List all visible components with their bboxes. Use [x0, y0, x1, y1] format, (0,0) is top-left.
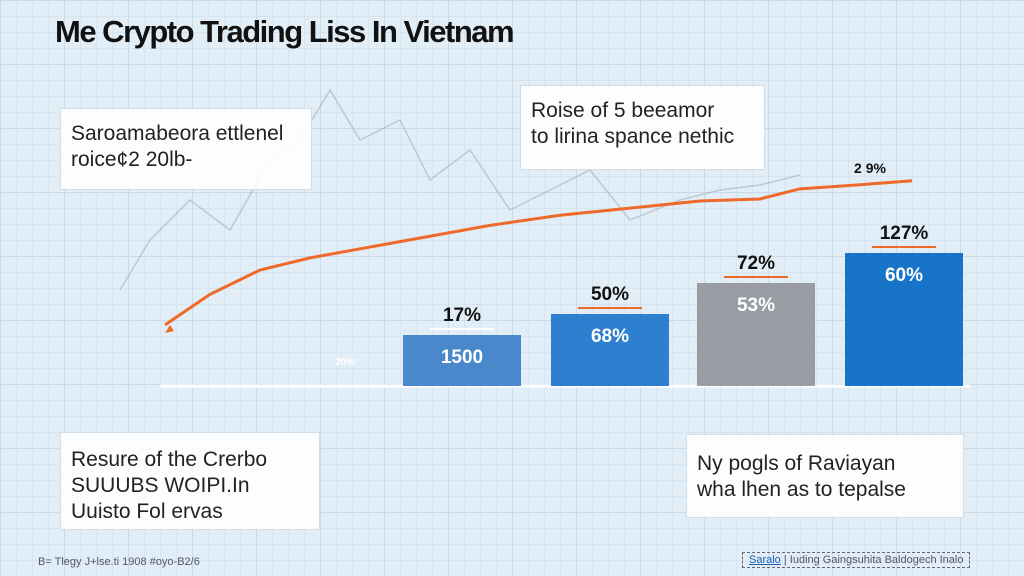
- footer-tag[interactable]: Saralo: [749, 554, 781, 566]
- footer-credit: Saralo | Iuding Gaingsuhita Baldogech In…: [742, 552, 971, 568]
- trend-end-label: 2 9%: [854, 160, 886, 176]
- annotation-line: roice¢2 20lb-: [71, 148, 193, 171]
- annotation-line: SUUUBS WOIPI.In: [71, 474, 250, 497]
- bar-inner-label: 60%: [885, 265, 923, 286]
- annotation-box-1: Saroamabeora ettlenel roice¢2 20lb-: [60, 108, 312, 190]
- bar: [551, 314, 669, 386]
- trend-arrow-head: [165, 325, 174, 333]
- annotation-box-3: Resure of the Crerbo SUUUBS WOIPI.In Uuist…: [60, 432, 320, 530]
- annotation-box-2: Roise of 5 beeamor to lirina spance nethi…: [520, 85, 765, 170]
- annotation-line: Roise of 5 beeamor: [531, 99, 715, 122]
- bar-top-label: 50%: [591, 284, 629, 305]
- trend-line: [164, 179, 913, 327]
- bar-inner-label: 68%: [591, 326, 629, 347]
- chart-title: Me Crypto Trading Liss In Vietnam: [55, 14, 515, 49]
- annotation-line: wha lhen as to tepalse: [697, 478, 906, 501]
- annotation-line: Uuisto Fol ervas: [71, 500, 223, 523]
- footer-source: B= Tlegy J+lse.ti 1908 #oyo-B2/6: [38, 556, 200, 568]
- bar: [845, 253, 963, 386]
- bar: [697, 283, 815, 386]
- bar-top-label: 17%: [443, 305, 481, 326]
- background-price-line: [119, 88, 801, 291]
- bar-top-label: 72%: [737, 253, 775, 274]
- small-label: 20%: [335, 357, 355, 368]
- annotation-line: Ny pogls of Raviayan: [697, 452, 896, 475]
- annotation-line: Saroamabeora ettlenel: [71, 122, 284, 145]
- annotation-line: to lirina spance nethic: [531, 125, 735, 148]
- footer-text: Iuding Gaingsuhita Baldogech Inalo: [789, 554, 964, 566]
- annotation-box-4: Ny pogls of Raviayan wha lhen as to tepal…: [686, 434, 964, 518]
- bar-inner-label: 53%: [737, 295, 775, 316]
- bar: [403, 335, 521, 386]
- bar-top-label: 127%: [880, 223, 929, 244]
- annotation-line: Resure of the Crerbo: [71, 448, 268, 471]
- bar-inner-label: 1500: [441, 347, 483, 368]
